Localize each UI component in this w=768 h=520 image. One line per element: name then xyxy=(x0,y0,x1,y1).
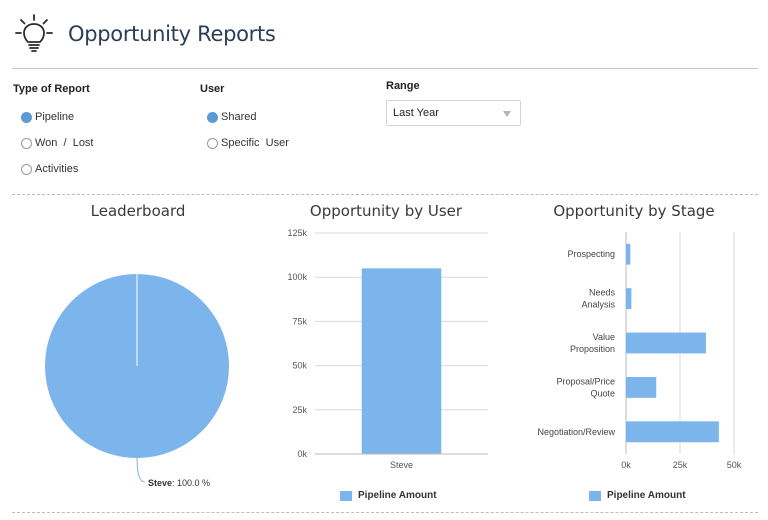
radio-pipeline[interactable]: Pipeline xyxy=(21,111,74,123)
opportunity-by-user-chart: 0k 25k 50k 75k 100k 125k Steve xyxy=(287,228,488,470)
opportunity-by-stage-legend[interactable]: Pipeline Amount xyxy=(589,490,686,501)
y-tick-label: 0k xyxy=(297,449,307,459)
leaderboard-title: Leaderboard xyxy=(90,202,186,220)
legend-swatch xyxy=(340,490,352,501)
y-category-label: Proposal/Price xyxy=(556,376,615,386)
x-tick-label: 50k xyxy=(727,460,742,470)
range-select[interactable]: Last Year xyxy=(386,100,521,126)
legend-label: Pipeline Amount xyxy=(358,490,437,501)
radio-label: Won / Lost xyxy=(35,137,94,149)
bar xyxy=(361,268,442,454)
x-tick-label: 0k xyxy=(621,460,631,470)
opportunity-by-stage-title: Opportunity by Stage xyxy=(553,202,715,220)
y-tick-label: 75k xyxy=(292,316,307,326)
pie-label-connector xyxy=(136,457,146,483)
y-category-label: Analysis xyxy=(581,300,615,310)
y-category-label: Needs xyxy=(589,288,616,298)
bar xyxy=(626,243,631,265)
bottom-divider xyxy=(12,512,758,513)
legend-swatch xyxy=(589,490,601,501)
y-tick-label: 100k xyxy=(287,272,307,282)
leaderboard-pie-chart: Steve: 100.0 % xyxy=(45,274,229,488)
y-category-label: Proposition xyxy=(570,344,615,354)
radio-dot xyxy=(207,137,218,149)
page-header: Opportunity Reports xyxy=(0,0,768,70)
page-title: Opportunity Reports xyxy=(68,22,276,46)
opportunity-by-stage-chart: 0k 25k 50k Prospecting Needs Analysis Value Pro… xyxy=(537,232,742,470)
y-category-label: Quote xyxy=(590,388,615,398)
radio-dot xyxy=(21,163,32,175)
y-tick-label: 125k xyxy=(287,228,307,238)
lightbulb-icon xyxy=(15,14,53,52)
radio-label: Shared xyxy=(221,111,257,123)
radio-label: Activities xyxy=(35,163,79,175)
type-of-report-label: Type of Report xyxy=(13,83,90,95)
y-tick-label: 50k xyxy=(292,361,307,371)
radio-label: Pipeline xyxy=(35,111,75,123)
bar xyxy=(626,288,632,310)
y-category-label: Value xyxy=(593,332,615,342)
header-divider xyxy=(12,68,758,69)
range-select-value: Last Year xyxy=(393,107,439,119)
filters-divider xyxy=(12,194,758,195)
y-category-label: Negotiation/Review xyxy=(537,427,615,437)
bar xyxy=(626,332,706,354)
bar xyxy=(626,421,719,443)
x-tick-label: Steve xyxy=(390,460,413,470)
pie-data-label: Steve: 100.0 % xyxy=(148,478,210,488)
legend-label: Pipeline Amount xyxy=(607,490,686,501)
chevron-down-icon xyxy=(503,111,511,117)
user-label: User xyxy=(200,83,225,95)
opportunity-by-user-title: Opportunity by User xyxy=(309,202,463,220)
radio-label: Specific User xyxy=(221,137,289,149)
radio-dot xyxy=(207,111,218,123)
y-tick-label: 25k xyxy=(292,405,307,415)
radio-dot xyxy=(21,111,32,123)
radio-activities[interactable]: Activities xyxy=(21,163,78,175)
report-filters: Type of Report Pipeline Won / Lost Activ… xyxy=(0,78,768,188)
radio-dot xyxy=(21,137,32,149)
opportunity-by-user-legend[interactable]: Pipeline Amount xyxy=(340,490,437,501)
range-label: Range xyxy=(386,80,420,92)
x-tick-label: 25k xyxy=(673,460,688,470)
radio-shared[interactable]: Shared xyxy=(207,111,256,123)
radio-won-lost[interactable]: Won / Lost xyxy=(21,137,94,149)
y-category-label: Prospecting xyxy=(567,249,615,259)
radio-specific-user[interactable]: Specific User xyxy=(207,137,289,149)
bar xyxy=(626,376,657,398)
